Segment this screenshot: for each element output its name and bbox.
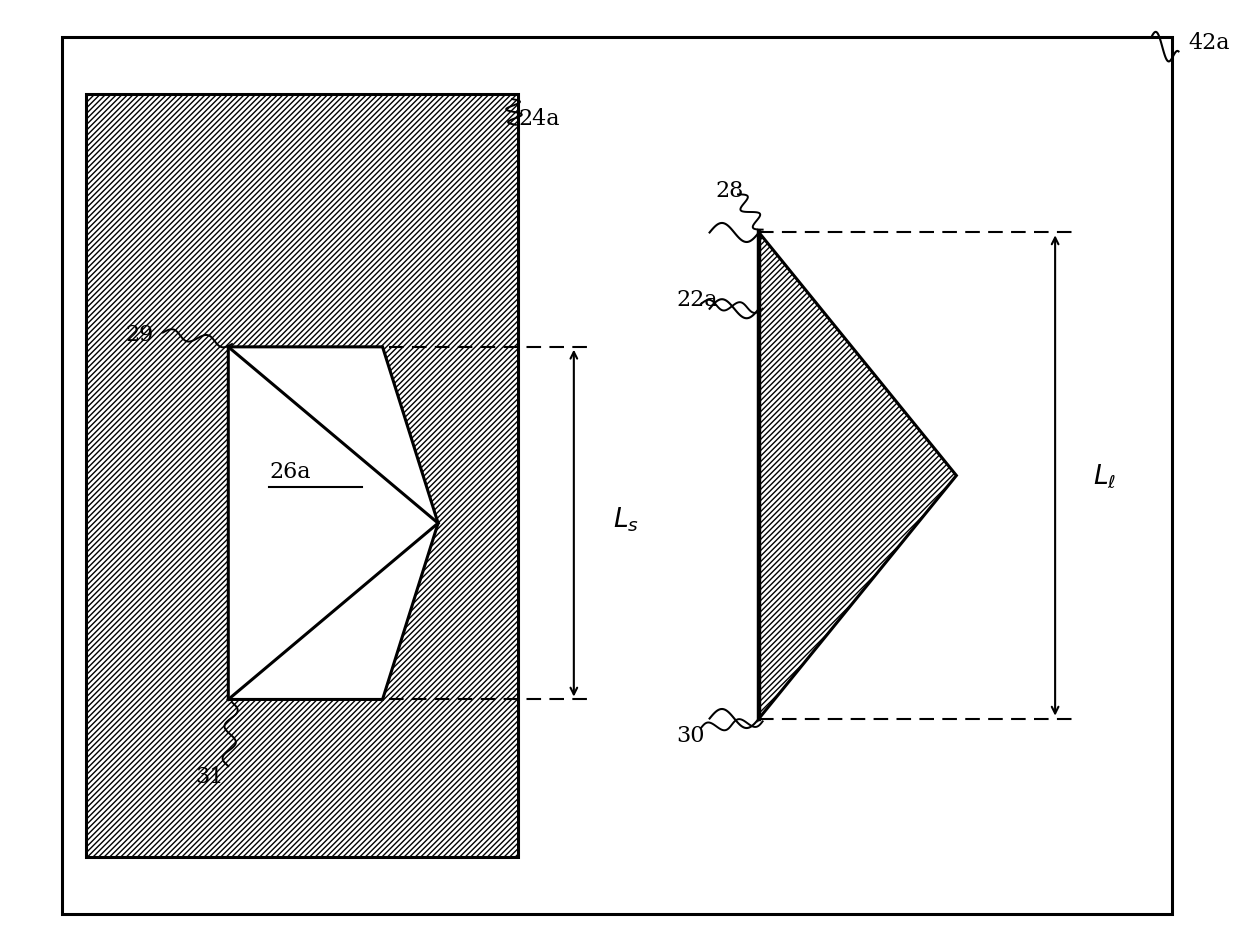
Polygon shape — [228, 347, 438, 700]
Text: 24a: 24a — [518, 108, 559, 130]
Polygon shape — [759, 233, 956, 719]
Text: $L_s$: $L_s$ — [613, 505, 639, 533]
Text: 42a: 42a — [1188, 31, 1230, 54]
Text: 26a: 26a — [269, 460, 310, 483]
Text: 22a: 22a — [676, 288, 718, 311]
Text: 28: 28 — [715, 179, 744, 202]
Text: 30: 30 — [676, 724, 704, 746]
Text: $L_\ell$: $L_\ell$ — [1092, 462, 1116, 490]
Text: 29: 29 — [126, 324, 154, 347]
Bar — [87, 95, 518, 857]
Text: 31: 31 — [195, 764, 223, 787]
